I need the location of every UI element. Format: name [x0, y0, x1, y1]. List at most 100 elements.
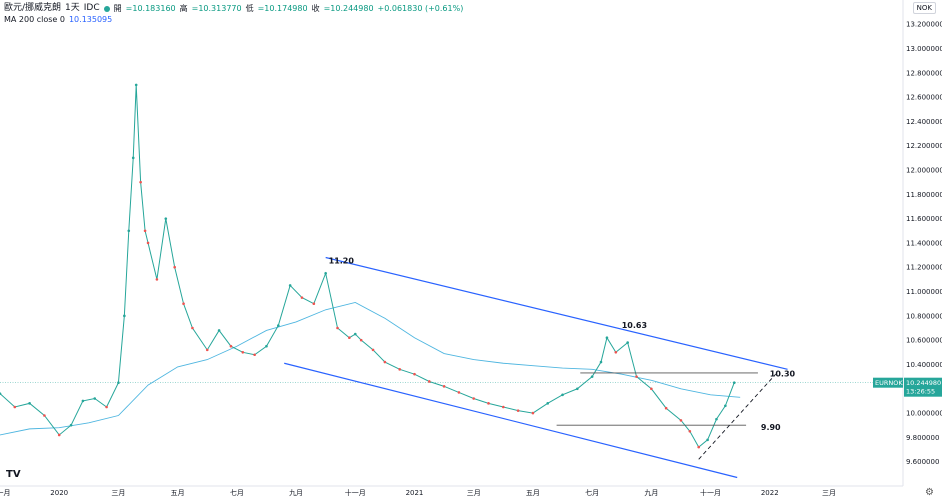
- price-point: [442, 385, 446, 388]
- price-point: [715, 417, 718, 421]
- time-axis-label: 七月: [585, 488, 599, 497]
- price-axis-label: 9.600000: [906, 458, 939, 466]
- price-point: [288, 284, 292, 287]
- price-point: [635, 375, 638, 378]
- price-point: [487, 402, 490, 405]
- last-price-badge-timer: 13:26:55: [906, 388, 935, 396]
- price-point: [576, 387, 579, 391]
- close-value: =10.244980: [323, 4, 374, 13]
- ma-indicator-value: 10.135095: [68, 15, 113, 24]
- price-point: [312, 302, 316, 305]
- last-price-badge: [904, 377, 942, 397]
- price-point: [28, 402, 31, 405]
- dashed-projection-line[interactable]: [698, 373, 777, 460]
- price-point: [13, 405, 17, 409]
- price-point: [300, 296, 304, 299]
- price-axis-label: 12.600000: [906, 94, 942, 102]
- price-point: [93, 397, 97, 400]
- price-axis-label: 11.000000: [906, 288, 942, 296]
- price-point: [164, 217, 168, 220]
- time-axis[interactable]: [0, 486, 903, 500]
- price-point: [605, 336, 609, 340]
- time-axis-label: 五月: [171, 489, 185, 497]
- price-point: [43, 414, 46, 417]
- price-point: [383, 360, 387, 364]
- time-axis-label: 三月: [111, 489, 125, 497]
- price-point: [650, 387, 653, 391]
- time-axis-label: 十一月: [700, 488, 721, 497]
- price-axis-label: 11.200000: [906, 264, 942, 272]
- price-point: [348, 336, 351, 340]
- price-axis-label: 10.000000: [906, 410, 942, 418]
- time-axis-label: 七月: [230, 488, 244, 497]
- price-axis-label: 10.400000: [906, 361, 942, 369]
- price-point: [0, 392, 2, 395]
- price-point: [105, 405, 108, 409]
- price-point: [353, 332, 357, 336]
- price-point: [173, 265, 176, 269]
- channel-upper-line[interactable]: [325, 256, 788, 370]
- price-point: [590, 375, 594, 378]
- time-axis-label: 十一月: [0, 488, 11, 497]
- price-annotation: 11.20: [329, 257, 355, 266]
- price-annotation: 10.63: [622, 321, 647, 330]
- ma-indicator-label[interactable]: MA 200 close 0: [4, 15, 65, 24]
- price-point: [724, 404, 727, 408]
- price-point: [427, 380, 431, 383]
- tradingview-logo: TV: [6, 469, 21, 480]
- open-value: =10.183160: [125, 4, 176, 13]
- price-point: [457, 391, 461, 394]
- price-point: [155, 278, 159, 281]
- time-axis-label: 三月: [822, 489, 836, 497]
- price-point: [217, 329, 221, 332]
- open-label: 開: [113, 4, 122, 13]
- price-point: [688, 430, 692, 433]
- price-point: [131, 156, 135, 160]
- gear-icon[interactable]: ⚙: [925, 487, 934, 498]
- price-point: [561, 393, 564, 397]
- price-point: [117, 381, 120, 384]
- price-axis-label: 12.800000: [906, 69, 942, 77]
- price-point: [614, 351, 618, 354]
- time-axis-label: 九月: [289, 488, 303, 497]
- close-label: 收: [311, 4, 320, 13]
- price-axis-label: 13.200000: [906, 21, 942, 29]
- price-point: [336, 326, 339, 330]
- price-point: [359, 338, 363, 342]
- plot-area[interactable]: [0, 0, 903, 486]
- source-label: IDC: [83, 3, 100, 13]
- price-point: [57, 433, 61, 437]
- price-point: [502, 405, 505, 409]
- price-point: [134, 83, 138, 87]
- symbol-badge: [873, 377, 903, 388]
- interval-label[interactable]: 1天: [65, 3, 80, 13]
- price-axis-label: 9.800000: [906, 434, 939, 442]
- price-point: [143, 229, 147, 233]
- price-point: [697, 445, 701, 449]
- price-point: [472, 397, 476, 400]
- price-point: [127, 229, 131, 233]
- time-axis-label: 2020: [50, 489, 68, 497]
- currency-selector[interactable]: NOK: [912, 2, 936, 14]
- legend-ma-row[interactable]: MA 200 close 0 10.135095: [4, 14, 463, 25]
- price-point: [516, 409, 520, 412]
- chart-legend: 歐元/挪威克朗 1天 IDC 開 =10.183160 高 =10.313770 低…: [4, 3, 463, 25]
- symbol-name[interactable]: 歐元/挪威克朗: [4, 3, 62, 13]
- price-axis[interactable]: [903, 0, 942, 500]
- price-point: [413, 372, 416, 376]
- price-point: [626, 341, 629, 344]
- price-point: [146, 241, 150, 245]
- time-axis-label: 2021: [406, 489, 424, 497]
- channel-lower-line[interactable]: [284, 362, 738, 479]
- market-status-icon: [103, 5, 110, 12]
- price-point: [371, 348, 375, 352]
- price-point: [706, 438, 709, 442]
- last-price-badge-value: 10.244980: [906, 379, 941, 387]
- price-axis-label: 12.000000: [906, 167, 942, 175]
- price-annotation: 9.90: [761, 423, 781, 432]
- price-annotation: 10.30: [770, 370, 796, 379]
- symbol-badge-text: EURNOK: [875, 379, 903, 387]
- time-axis-label: 九月: [644, 488, 658, 497]
- price-axis-label: 11.800000: [906, 191, 942, 199]
